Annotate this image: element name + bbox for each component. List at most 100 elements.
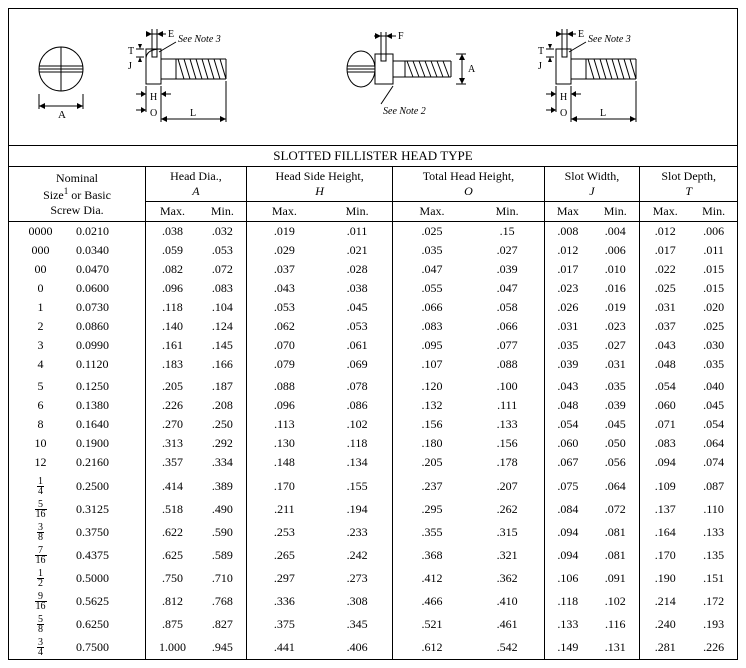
group-header-row: NominalSize1 or BasicScrew Dia. Head Dia… [9, 167, 737, 202]
cell-value: .031 [544, 317, 591, 336]
header-total-head-height: Total Head Height,O [393, 167, 544, 202]
cell-value: .612 [393, 636, 471, 659]
cell-value: .137 [640, 498, 690, 521]
cell-value: 1.000 [146, 636, 199, 659]
table-row: 00000.0210.038.032.019.011.025.15.008.00… [9, 222, 737, 242]
cell-value: .273 [322, 567, 393, 590]
cell-value: .100 [471, 374, 544, 396]
cell-value: .043 [544, 374, 591, 396]
cell-value: .140 [146, 317, 199, 336]
cell-value: .017 [544, 260, 591, 279]
table-row: 000.0470.082.072.037.028.047.039.017.010… [9, 260, 737, 279]
table-row: 340.75001.000.945.441.406.612.542.149.13… [9, 636, 737, 659]
cell-value: .295 [393, 498, 471, 521]
cell-value: .053 [199, 241, 246, 260]
cell-value: .031 [591, 355, 640, 374]
cell-value: .106 [544, 567, 591, 590]
cell-value: .518 [146, 498, 199, 521]
cell-value: .281 [640, 636, 690, 659]
cell-size: 12 [9, 453, 72, 472]
cell-value: .047 [393, 260, 471, 279]
label-note2: See Note 2 [383, 106, 426, 117]
cell-value: .250 [199, 415, 246, 434]
cell-value: .205 [393, 453, 471, 472]
cell-value: .194 [322, 498, 393, 521]
cell-value: .466 [393, 590, 471, 613]
cell-dia: 0.0600 [72, 279, 146, 298]
label-O: O [150, 108, 157, 119]
cell-value: .253 [246, 521, 321, 544]
cell-value: .088 [471, 355, 544, 374]
cell-value: .336 [246, 590, 321, 613]
cell-value: .461 [471, 613, 544, 636]
cell-value: .053 [322, 317, 393, 336]
cell-value: .110 [690, 498, 737, 521]
cell-value: .012 [544, 241, 591, 260]
cell-value: .389 [199, 472, 246, 498]
cell-value: .077 [471, 336, 544, 355]
cell-value: .081 [591, 544, 640, 567]
cell-value: .066 [393, 298, 471, 317]
cell-value: .023 [591, 317, 640, 336]
header-slot-width: Slot Width,J [544, 167, 640, 202]
diagram-screw-1: E See Note 3 T J H O L [126, 24, 306, 134]
table-row: 9160.5625.812.768.336.308.466.410.118.10… [9, 590, 737, 613]
cell-value: .240 [640, 613, 690, 636]
cell-size: 0000 [9, 222, 72, 242]
cell-size: 716 [9, 544, 72, 567]
cell-value: .109 [640, 472, 690, 498]
cell-dia: 0.3125 [72, 498, 146, 521]
cell-value: .265 [246, 544, 321, 567]
cell-value: .156 [471, 434, 544, 453]
label-H: H [150, 92, 157, 103]
cell-value: .037 [246, 260, 321, 279]
cell-value: .047 [471, 279, 544, 298]
page-frame: A E [8, 8, 738, 660]
cell-value: .334 [199, 453, 246, 472]
cell-dia: 0.0860 [72, 317, 146, 336]
cell-size: 58 [9, 613, 72, 636]
cell-value: .226 [690, 636, 737, 659]
cell-value: .208 [199, 396, 246, 415]
cell-value: .081 [591, 521, 640, 544]
cell-value: .132 [393, 396, 471, 415]
cell-value: .135 [690, 544, 737, 567]
cell-value: .069 [322, 355, 393, 374]
sub-min: Min. [199, 202, 246, 222]
cell-dia: 0.5625 [72, 590, 146, 613]
cell-size: 3 [9, 336, 72, 355]
cell-value: .313 [146, 434, 199, 453]
cell-value: .118 [146, 298, 199, 317]
cell-value: .058 [471, 298, 544, 317]
diagram-screw-2: F A See Note 2 [341, 24, 501, 134]
cell-value: .011 [322, 222, 393, 242]
header-slot-depth: Slot Depth,T [640, 167, 737, 202]
cell-value: .083 [640, 434, 690, 453]
cell-value: .945 [199, 636, 246, 659]
cell-value: .233 [322, 521, 393, 544]
cell-value: .155 [322, 472, 393, 498]
cell-value: .027 [471, 241, 544, 260]
cell-value: .039 [471, 260, 544, 279]
cell-value: .059 [146, 241, 199, 260]
cell-value: .161 [146, 336, 199, 355]
cell-value: .441 [246, 636, 321, 659]
cell-value: .050 [591, 434, 640, 453]
cell-value: .827 [199, 613, 246, 636]
cell-value: .094 [544, 521, 591, 544]
cell-size: 34 [9, 636, 72, 659]
cell-value: .242 [322, 544, 393, 567]
table-row: 120.5000.750.710.297.273.412.362.106.091… [9, 567, 737, 590]
cell-value: .120 [393, 374, 471, 396]
cell-value: .625 [146, 544, 199, 567]
cell-value: .133 [544, 613, 591, 636]
sub-max: Max. [146, 202, 199, 222]
cell-value: .214 [640, 590, 690, 613]
label-F: F [398, 31, 404, 42]
cell-dia: 0.1640 [72, 415, 146, 434]
cell-value: .710 [199, 567, 246, 590]
table-row: 120.2160.357.334.148.134.205.178.067.056… [9, 453, 737, 472]
svg-text:O: O [560, 108, 567, 119]
cell-value: .006 [690, 222, 737, 242]
cell-value: .156 [393, 415, 471, 434]
